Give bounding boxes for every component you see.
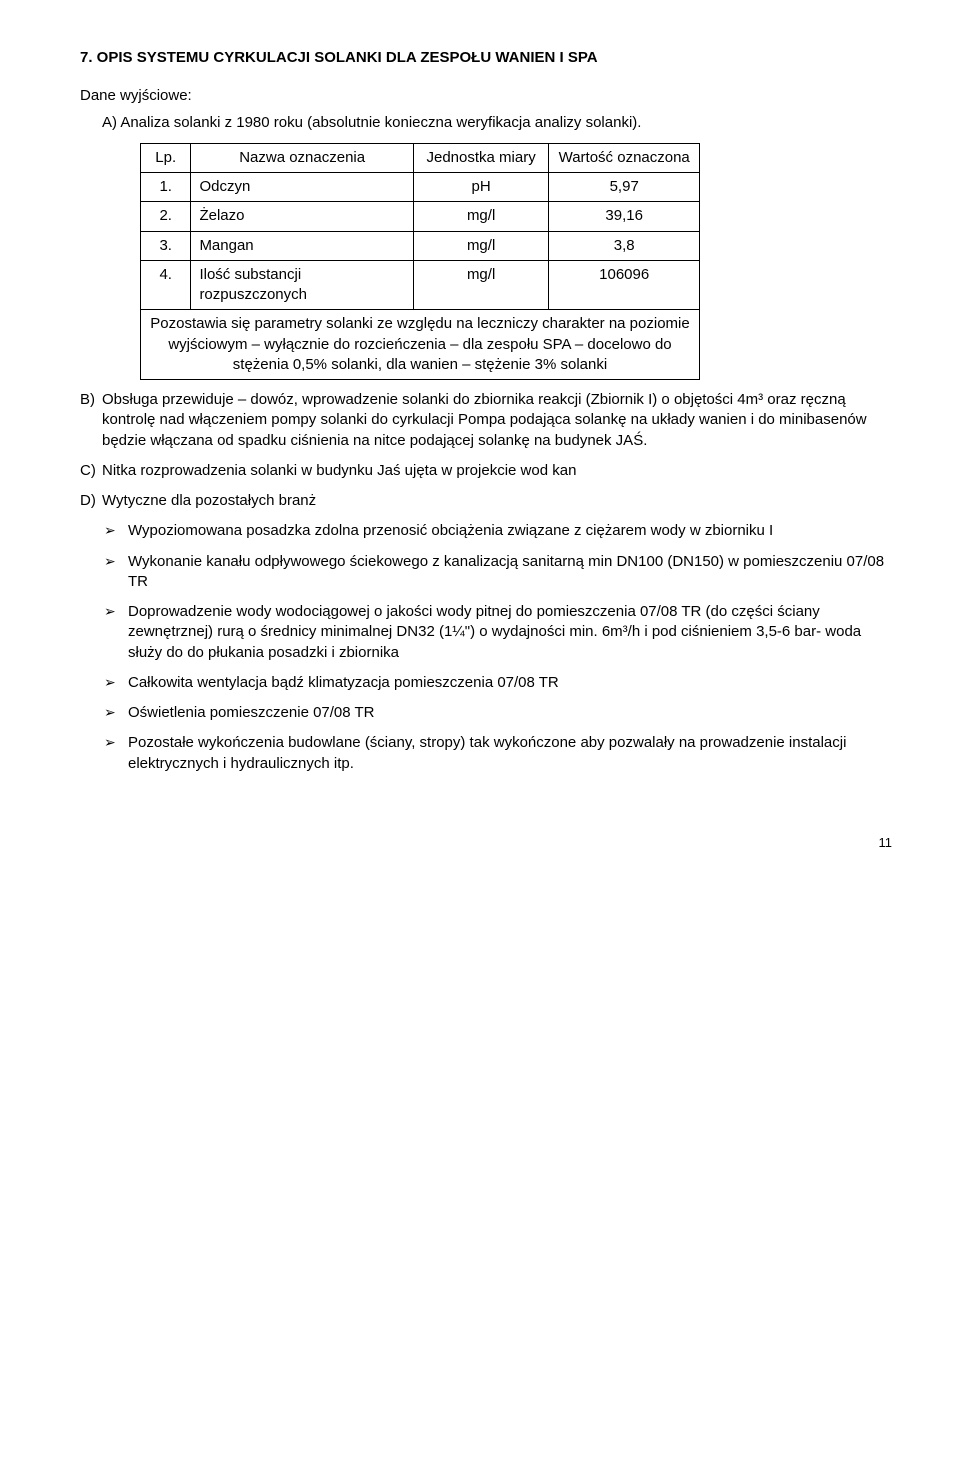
table-cell: 3,8 (549, 231, 700, 260)
list-item: Pozostałe wykończenia budowlane (ściany,… (128, 733, 896, 774)
list-item: Wypoziomowana posadzka zdolna przenosić … (128, 521, 896, 541)
table-cell: 3. (141, 231, 191, 260)
table-row: 3. Mangan mg/l 3,8 (141, 231, 700, 260)
table-cell: Mangan (191, 231, 413, 260)
section-heading: 7. OPIS SYSTEMU CYRKULACJI SOLANKI DLA Z… (80, 48, 896, 68)
page-number: 11 (80, 834, 896, 852)
item-b-label: B) (80, 390, 102, 410)
list-item: Całkowita wentylacja bądź klimatyzacja p… (128, 673, 896, 693)
item-d-text: Wytyczne dla pozostałych branż (102, 492, 316, 509)
item-b: B)Obsługa przewiduje – dowóz, wprowadzen… (80, 390, 896, 451)
table-cell: Odczyn (191, 173, 413, 202)
list-item: Wykonanie kanału odpływowego ściekowego … (128, 552, 896, 593)
table-cell: mg/l (413, 260, 549, 310)
intro-label: Dane wyjściowe: (80, 86, 896, 106)
table-cell: 2. (141, 202, 191, 231)
guidelines-list: Wypoziomowana posadzka zdolna przenosić … (80, 521, 896, 774)
item-c-label: C) (80, 461, 102, 481)
table-header: Lp. (141, 143, 191, 172)
item-c: C)Nitka rozprowadzenia solanki w budynku… (80, 461, 896, 481)
table-cell: 106096 (549, 260, 700, 310)
list-item: Oświetlenia pomieszczenie 07/08 TR (128, 703, 896, 723)
list-item: Doprowadzenie wody wodociągowej o jakośc… (128, 602, 896, 663)
table-row: 2. Żelazo mg/l 39,16 (141, 202, 700, 231)
table-header: Nazwa oznaczenia (191, 143, 413, 172)
table-cell: 39,16 (549, 202, 700, 231)
item-c-text: Nitka rozprowadzenia solanki w budynku J… (102, 462, 576, 479)
item-a: A) Analiza solanki z 1980 roku (absolutn… (80, 113, 896, 133)
table-cell: 5,97 (549, 173, 700, 202)
table-cell: Ilość substancji rozpuszczonych (191, 260, 413, 310)
item-d-label: D) (80, 491, 102, 511)
table-note-row: Pozostawia się parametry solanki ze wzgl… (141, 310, 700, 380)
table-header-row: Lp. Nazwa oznaczenia Jednostka miary War… (141, 143, 700, 172)
table-note: Pozostawia się parametry solanki ze wzgl… (141, 310, 700, 380)
item-b-text: Obsługa przewiduje – dowóz, wprowadzenie… (102, 391, 867, 449)
table-cell: mg/l (413, 231, 549, 260)
table-cell: 1. (141, 173, 191, 202)
table-row: 1. Odczyn pH 5,97 (141, 173, 700, 202)
analysis-table: Lp. Nazwa oznaczenia Jednostka miary War… (140, 143, 700, 380)
table-cell: Żelazo (191, 202, 413, 231)
table-cell: 4. (141, 260, 191, 310)
item-d: D)Wytyczne dla pozostałych branż (80, 491, 896, 511)
table-cell: pH (413, 173, 549, 202)
table-row: 4. Ilość substancji rozpuszczonych mg/l … (141, 260, 700, 310)
table-header: Wartość oznaczona (549, 143, 700, 172)
table-cell: mg/l (413, 202, 549, 231)
table-header: Jednostka miary (413, 143, 549, 172)
